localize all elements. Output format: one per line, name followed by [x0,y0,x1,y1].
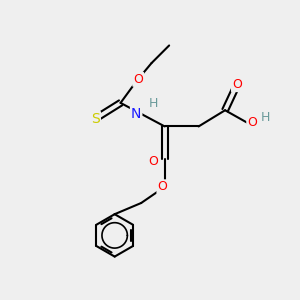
Text: O: O [232,78,242,91]
Text: O: O [133,73,143,86]
Text: O: O [247,116,257,128]
Text: N: N [131,107,141,121]
Text: H: H [148,97,158,110]
Text: O: O [148,155,158,168]
Text: S: S [91,112,100,126]
Text: H: H [261,110,270,124]
Text: O: O [158,180,167,193]
